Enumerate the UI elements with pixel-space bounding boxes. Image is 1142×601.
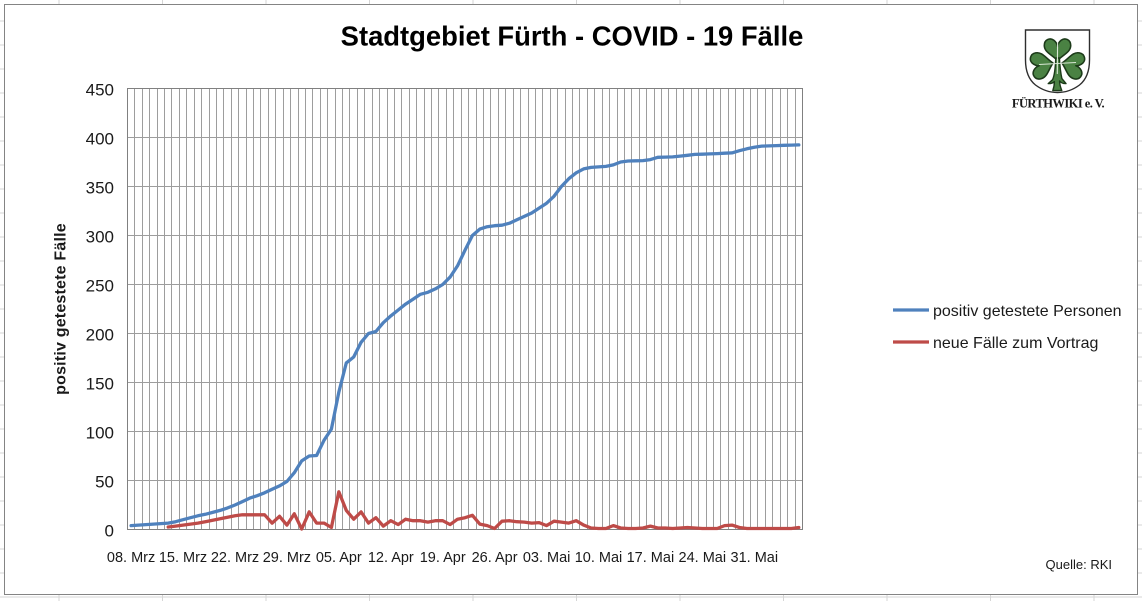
svg-text:250: 250 — [86, 277, 114, 296]
svg-text:FÜRTHWIKI e. V.: FÜRTHWIKI e. V. — [1012, 97, 1105, 111]
svg-text:17. Mai: 17. Mai — [627, 550, 675, 566]
svg-text:0: 0 — [105, 522, 114, 541]
svg-text:31. Mai: 31. Mai — [731, 550, 779, 566]
svg-text:400: 400 — [86, 130, 114, 149]
svg-text:100: 100 — [86, 424, 114, 443]
svg-text:150: 150 — [86, 375, 114, 394]
svg-text:neue Fälle zum Vortrag: neue Fälle zum Vortrag — [933, 335, 1098, 352]
svg-text:300: 300 — [86, 228, 114, 247]
svg-text:Stadtgebiet Fürth - COVID - 19: Stadtgebiet Fürth - COVID - 19 Fälle — [341, 21, 804, 52]
svg-text:26. Apr: 26. Apr — [472, 550, 518, 566]
svg-text:08. Mrz: 08. Mrz — [107, 550, 155, 566]
svg-text:22. Mrz: 22. Mrz — [211, 550, 259, 566]
svg-text:24. Mai: 24. Mai — [679, 550, 727, 566]
svg-text:12. Apr: 12. Apr — [368, 550, 414, 566]
svg-text:19. Apr: 19. Apr — [420, 550, 466, 566]
svg-text:positiv getestete Personen: positiv getestete Personen — [933, 303, 1122, 320]
svg-text:350: 350 — [86, 179, 114, 198]
svg-text:29. Mrz: 29. Mrz — [263, 550, 311, 566]
svg-text:03. Mai: 03. Mai — [523, 550, 571, 566]
svg-text:positiv getestete Fälle: positiv getestete Fälle — [53, 223, 70, 395]
svg-text:200: 200 — [86, 326, 114, 345]
svg-text:10. Mai: 10. Mai — [575, 550, 623, 566]
svg-text:05. Apr: 05. Apr — [316, 550, 362, 566]
svg-text:Quelle: RKI: Quelle: RKI — [1046, 557, 1112, 572]
svg-text:50: 50 — [95, 473, 114, 492]
svg-text:450: 450 — [86, 81, 114, 100]
svg-text:15. Mrz: 15. Mrz — [159, 550, 207, 566]
